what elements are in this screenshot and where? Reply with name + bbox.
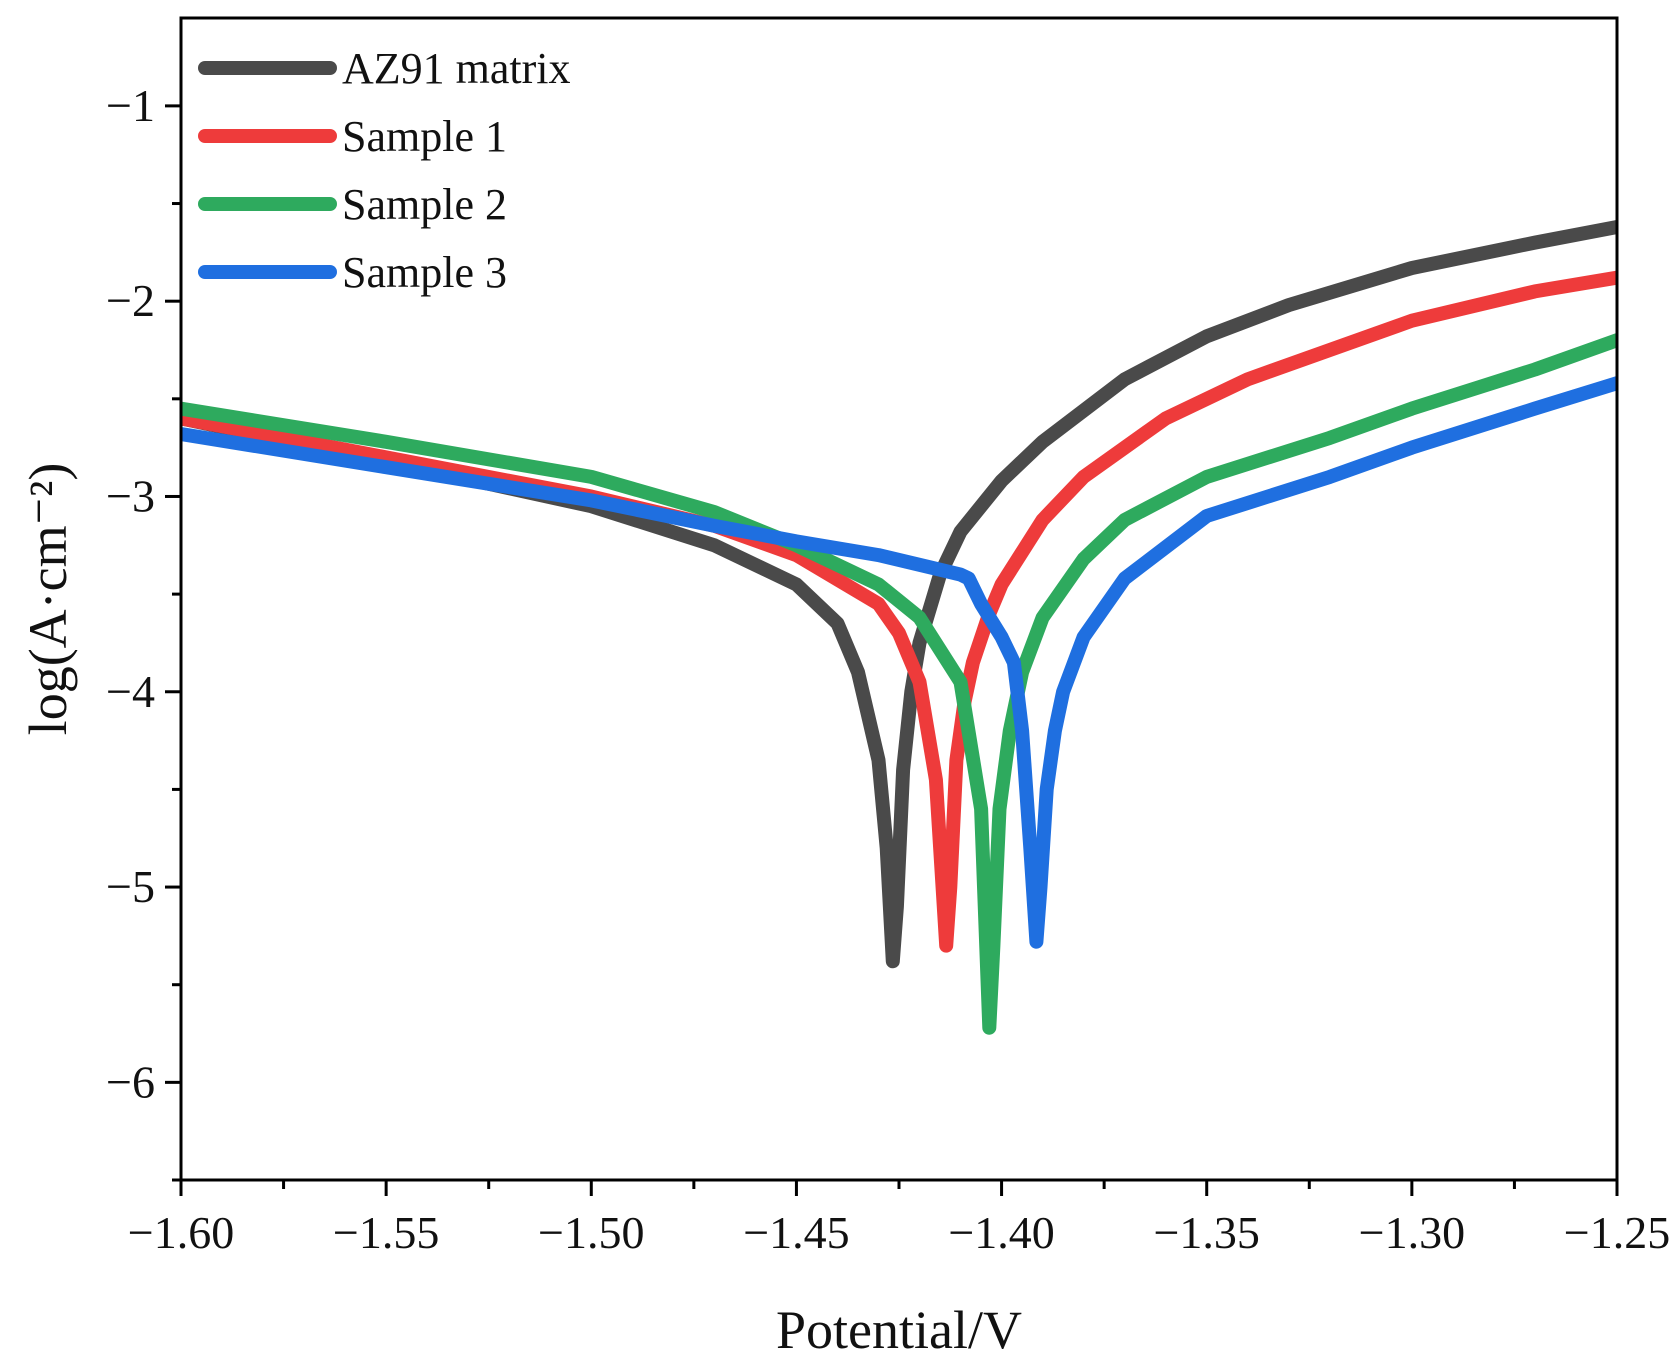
x-axis-title: Potential/V: [776, 1300, 1022, 1360]
x-tick-label: −1.25: [1564, 1207, 1670, 1258]
legend: AZ91 matrix Sample 1 Sample 2 Sample 3: [198, 44, 571, 297]
series-line-sample-1: [181, 270, 1617, 953]
legend-label-sample-1: Sample 1: [342, 112, 507, 161]
ticks-layer: −1.60 −1.55 −1.50 −1.45 −1.40 −1.35 −1.30 −1.25…: [106, 80, 1670, 1258]
y-tick-label: −2: [106, 275, 155, 326]
y-tick-label: −6: [106, 1056, 155, 1107]
legend-label-sample-2: Sample 2: [342, 180, 507, 229]
y-tick-label: −1: [106, 80, 155, 131]
x-tick-label: −1.55: [333, 1207, 439, 1258]
x-tick-label: −1.45: [743, 1207, 849, 1258]
series-layer: [181, 220, 1617, 1035]
y-tick-label: −4: [106, 666, 155, 717]
x-tick-label: −1.60: [128, 1207, 234, 1258]
y-tick-label: −3: [106, 470, 155, 521]
series-line-az91-matrix: [181, 220, 1617, 969]
x-tick-label: −1.35: [1153, 1207, 1259, 1258]
y-axis-title: log(A·cm⁻²): [18, 463, 78, 736]
x-tick-label: −1.30: [1359, 1207, 1465, 1258]
x-tick-label: −1.40: [948, 1207, 1054, 1258]
series-line-sample-3: [181, 376, 1617, 949]
legend-label-sample-3: Sample 3: [342, 248, 507, 297]
x-tick-label: −1.50: [538, 1207, 644, 1258]
y-tick-label: −5: [106, 861, 155, 912]
legend-label-az91-matrix: AZ91 matrix: [342, 44, 571, 93]
